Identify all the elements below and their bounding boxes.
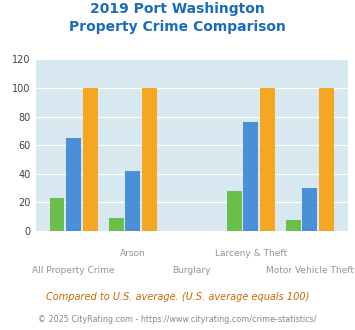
Bar <box>66 138 81 231</box>
Bar <box>319 88 334 231</box>
Bar <box>260 88 275 231</box>
Bar <box>244 122 258 231</box>
Bar <box>50 198 65 231</box>
Text: Compared to U.S. average. (U.S. average equals 100): Compared to U.S. average. (U.S. average … <box>46 292 309 302</box>
Bar <box>83 88 98 231</box>
Bar <box>142 88 157 231</box>
Text: © 2025 CityRating.com - https://www.cityrating.com/crime-statistics/: © 2025 CityRating.com - https://www.city… <box>38 315 317 324</box>
Bar <box>227 191 242 231</box>
Text: Property Crime Comparison: Property Crime Comparison <box>69 20 286 34</box>
Text: Larceny & Theft: Larceny & Theft <box>215 249 287 258</box>
Bar <box>286 219 301 231</box>
Text: Burglary: Burglary <box>173 266 211 275</box>
Bar <box>125 171 140 231</box>
Text: 2019 Port Washington: 2019 Port Washington <box>90 2 265 16</box>
Text: Motor Vehicle Theft: Motor Vehicle Theft <box>266 266 354 275</box>
Bar <box>302 188 317 231</box>
Text: Arson: Arson <box>120 249 146 258</box>
Text: All Property Crime: All Property Crime <box>32 266 115 275</box>
Bar <box>109 218 124 231</box>
